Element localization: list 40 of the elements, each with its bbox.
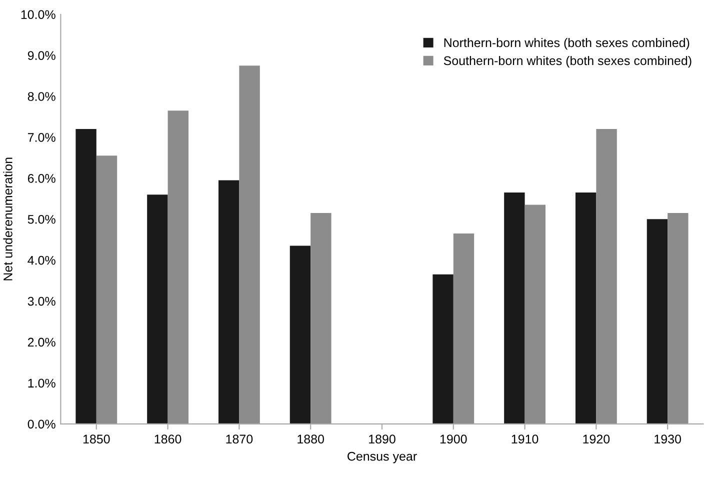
x-tick-label: 1880	[298, 434, 324, 444]
bar	[76, 129, 96, 424]
y-tick-label: 5.0%	[28, 214, 56, 224]
x-tick-label: 1920	[583, 434, 610, 444]
bar	[504, 192, 525, 424]
legend-label: Northern-born whites (both sexes combined)	[444, 38, 690, 50]
y-tick-label: 0.0%	[28, 420, 56, 429]
y-tick-label: 2.0%	[28, 338, 56, 347]
bar	[596, 129, 617, 424]
y-tick-label: 10.0%	[21, 10, 56, 20]
bar	[432, 274, 454, 424]
y-axis-title: Net underenumeration	[3, 158, 12, 280]
x-axis-title: Census year	[348, 452, 417, 464]
x-tick-label: 1890	[369, 434, 396, 444]
bar	[524, 204, 546, 424]
bar	[453, 233, 474, 424]
x-tick-label: 1900	[440, 434, 467, 444]
y-tick-label: 6.0%	[28, 174, 56, 183]
bar	[239, 66, 260, 424]
x-tick-label: 1910	[512, 434, 538, 444]
y-tick-label: 7.0%	[28, 133, 56, 142]
bar	[668, 213, 688, 424]
bar	[646, 219, 668, 424]
y-tick-label: 9.0%	[28, 51, 56, 60]
bar	[290, 246, 311, 424]
x-tick-label: 1870	[226, 434, 253, 444]
bar	[168, 110, 188, 424]
y-tick-label: 8.0%	[28, 92, 56, 101]
x-tick-label: 1850	[83, 434, 110, 444]
y-tick-label: 1.0%	[28, 378, 56, 388]
bar	[96, 156, 118, 424]
bar	[147, 194, 168, 424]
x-tick-label: 1930	[654, 434, 682, 444]
bar	[218, 180, 240, 424]
x-tick-label: 1860	[154, 434, 182, 444]
y-tick-label: 3.0%	[28, 296, 56, 306]
legend-label: Southern-born whites (both sexes combined)	[444, 56, 692, 68]
bar	[310, 213, 332, 424]
bar	[575, 192, 596, 424]
y-tick-label: 4.0%	[28, 256, 56, 265]
